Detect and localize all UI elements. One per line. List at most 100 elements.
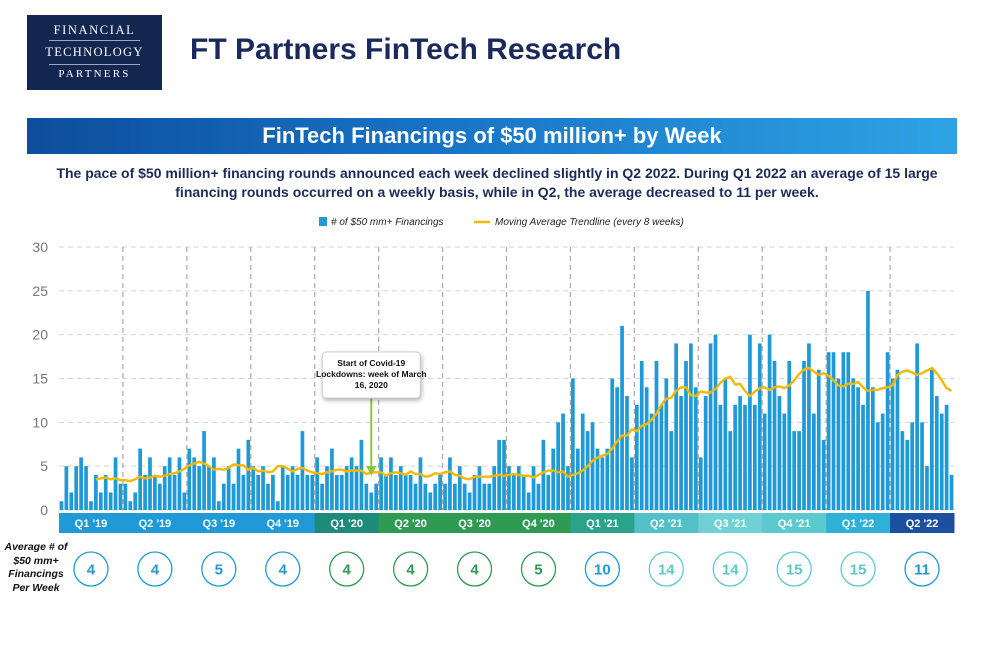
bar-week-37	[236, 448, 241, 510]
bar-week-42	[261, 466, 265, 510]
bar-week-61	[354, 466, 359, 510]
quarter-band	[378, 513, 444, 533]
covid-annotation-text: 16, 2020	[355, 380, 388, 390]
bar-week-138	[733, 404, 738, 510]
bar-week-34	[221, 483, 226, 510]
bar-week-75	[423, 483, 428, 510]
y-tick-label: 30	[32, 239, 48, 255]
quarter-label: Q1 '20	[330, 518, 363, 530]
bar-week-69	[393, 474, 398, 510]
bar-week-114	[615, 387, 620, 510]
bar-week-49	[295, 474, 300, 510]
bar-week-178	[930, 369, 934, 510]
covid-annotation-text: Start of Covid-19	[337, 358, 405, 368]
bar-week-154	[811, 413, 816, 510]
bar-week-164	[861, 404, 865, 510]
bar-week-81	[453, 483, 457, 510]
bar-week-53	[315, 457, 320, 510]
bar-week-176	[920, 422, 924, 510]
bar-week-4	[74, 466, 79, 510]
bar-week-66	[379, 457, 383, 510]
bar-week-108	[585, 431, 590, 510]
y-tick-label: 0	[40, 502, 48, 518]
average-value: 4	[87, 562, 96, 579]
bar-week-148	[782, 413, 787, 510]
bar-week-103	[561, 413, 565, 510]
bar-week-89	[492, 466, 497, 510]
bar-week-8	[94, 474, 98, 510]
bar-week-157	[826, 352, 831, 510]
bar-week-166	[871, 387, 875, 510]
average-circle	[904, 551, 940, 587]
quarter-label: Q1 '19	[75, 518, 108, 530]
quarter-band	[314, 513, 380, 533]
bar-week-104	[566, 466, 570, 510]
bar-week-82	[457, 466, 462, 510]
bar-week-159	[836, 378, 841, 510]
logo-line-1: FINANCIAL	[53, 23, 136, 37]
bar-week-144	[762, 413, 767, 510]
average-circle	[648, 551, 684, 587]
quarter-label: Q4 '19	[266, 518, 299, 530]
quarter-band	[570, 513, 635, 533]
quarter-band	[122, 513, 188, 533]
bar-week-105	[571, 378, 575, 510]
bar-week-65	[374, 483, 379, 510]
bar-week-146	[772, 360, 777, 510]
average-value: 5	[215, 562, 223, 579]
bar-week-168	[880, 413, 885, 510]
bar-week-12	[113, 457, 118, 510]
bar-week-126	[674, 343, 679, 510]
bar-week-31	[207, 466, 211, 510]
bar-week-74	[418, 457, 423, 510]
bar-week-111	[600, 457, 605, 510]
y-tick-label: 25	[32, 283, 48, 299]
bar-week-172	[900, 431, 905, 510]
trendline	[95, 366, 953, 483]
bar-week-132	[703, 396, 708, 510]
bar-week-55	[325, 466, 329, 510]
bar-week-24	[172, 474, 177, 510]
bar-week-125	[669, 431, 674, 510]
bar-week-121	[649, 413, 654, 510]
bar-week-33	[216, 501, 221, 510]
bar-week-107	[580, 413, 585, 510]
average-circle	[584, 551, 621, 587]
bar-week-117	[630, 457, 634, 510]
logo-rule-bottom	[49, 64, 140, 65]
bar-week-153	[807, 343, 811, 510]
quarter-label: Q2 '22	[906, 518, 939, 530]
bar-week-83	[462, 483, 467, 510]
bar-week-165	[866, 290, 870, 510]
bar-week-110	[595, 448, 600, 510]
bar-week-27	[187, 448, 192, 510]
chart-banner: FinTech Financings of $50 million+ by We…	[27, 118, 957, 154]
quarter-band	[890, 513, 955, 533]
quarter-label: Q1 '22	[842, 518, 875, 530]
average-circle	[201, 551, 237, 587]
bar-week-130	[693, 387, 698, 510]
average-circle	[265, 551, 301, 587]
bar-week-129	[689, 343, 693, 510]
average-value: 15	[786, 562, 803, 579]
bar-week-140	[743, 404, 747, 510]
quarter-label: Q4 '21	[778, 518, 811, 530]
bar-week-67	[384, 474, 388, 510]
average-value: 14	[658, 562, 675, 579]
average-circle	[712, 551, 748, 587]
bar-week-17	[138, 448, 142, 510]
y-tick-label: 5	[40, 458, 48, 474]
bar-week-36	[231, 483, 236, 510]
bar-week-28	[192, 457, 197, 510]
bar-week-137	[728, 431, 733, 510]
bar-week-44	[271, 474, 275, 510]
bar-week-112	[605, 448, 610, 510]
bar-week-79	[443, 483, 447, 510]
bar-week-40	[251, 466, 256, 510]
bar-week-23	[167, 457, 172, 510]
bar-week-51	[305, 474, 310, 510]
bar-week-22	[162, 466, 167, 510]
bar-week-62	[359, 439, 364, 510]
bar-week-99	[541, 439, 546, 510]
